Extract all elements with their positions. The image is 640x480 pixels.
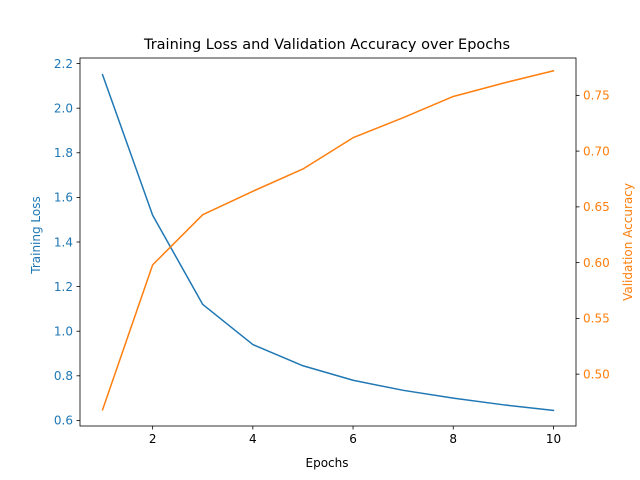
x-tick-label: 4: [249, 432, 257, 446]
right-y-tick-label: 0.65: [583, 200, 610, 214]
right-y-tick-label: 0.50: [583, 367, 610, 381]
x-axis-title: Epochs: [306, 456, 349, 470]
right-axis-title: Validation Accuracy: [621, 183, 635, 301]
x-tick-label: 8: [449, 432, 457, 446]
left-y-tick-label: 1.2: [54, 280, 73, 294]
left-axis-title: Training Loss: [29, 196, 43, 274]
left-y-tick-label: 0.8: [54, 369, 73, 383]
left-y-tick-label: 1.0: [54, 325, 73, 339]
right-y-tick-label: 0.70: [583, 144, 610, 158]
right-y-tick-label: 0.55: [583, 312, 610, 326]
x-tick-label: 2: [149, 432, 157, 446]
left-y-tick-label: 1.4: [54, 235, 73, 249]
chart-title: Training Loss and Validation Accuracy ov…: [143, 37, 510, 53]
left-y-tick-label: 0.6: [54, 414, 73, 428]
left-y-tick-label: 2.2: [54, 57, 73, 71]
left-y-tick-label: 1.8: [54, 146, 73, 160]
series-line-2: [101, 69, 555, 411]
left-y-tick-label: 2.0: [54, 101, 73, 115]
series-line-1: [101, 73, 555, 412]
left-y-tick-label: 1.6: [54, 191, 73, 205]
right-y-tick-label: 0.60: [583, 256, 610, 270]
x-tick-label: 10: [546, 432, 561, 446]
right-y-tick-label: 0.75: [583, 89, 610, 103]
x-tick-label: 6: [349, 432, 357, 446]
